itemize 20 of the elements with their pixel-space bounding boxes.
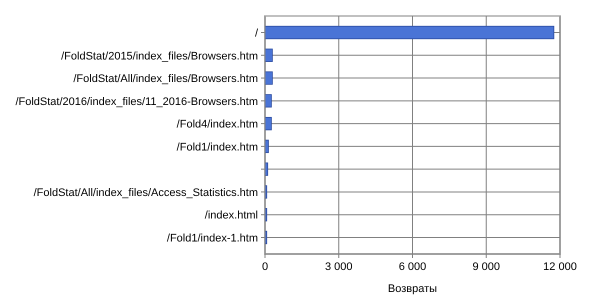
bar	[264, 71, 273, 85]
y-tick-label: /FoldStat/2015/index_files/Browsers.htm	[61, 50, 258, 62]
y-tick-label: /index.html	[204, 210, 258, 222]
y-tick-label: /FoldStat/All/index_files/Access_Statistics.htm	[34, 186, 258, 199]
y-tick-label: /FoldStat/2016/index_files/11_2016-Browsers.htm	[15, 96, 258, 108]
y-tick-label: /Fold1/index-1.htm	[166, 232, 258, 244]
bar	[264, 26, 554, 40]
x-tick-label: 0	[262, 261, 268, 273]
y-tick-label: /Fold4/index.htm	[176, 118, 258, 131]
x-tick-label: 12 000	[543, 261, 577, 273]
y-tick-label: /Fold1/index.htm	[176, 141, 258, 154]
x-tick-label: 9 000	[472, 261, 500, 273]
bar	[264, 116, 272, 130]
x-axis-title: Возвраты	[388, 283, 438, 295]
bar	[264, 94, 272, 108]
bar	[264, 48, 273, 62]
y-tick-label: /FoldStat/All/index_files/Browsers.htm	[73, 73, 258, 86]
x-tick-label: 3 000	[324, 261, 353, 273]
y-tick-label: /	[254, 28, 259, 40]
x-tick-label: 6 000	[398, 261, 426, 273]
